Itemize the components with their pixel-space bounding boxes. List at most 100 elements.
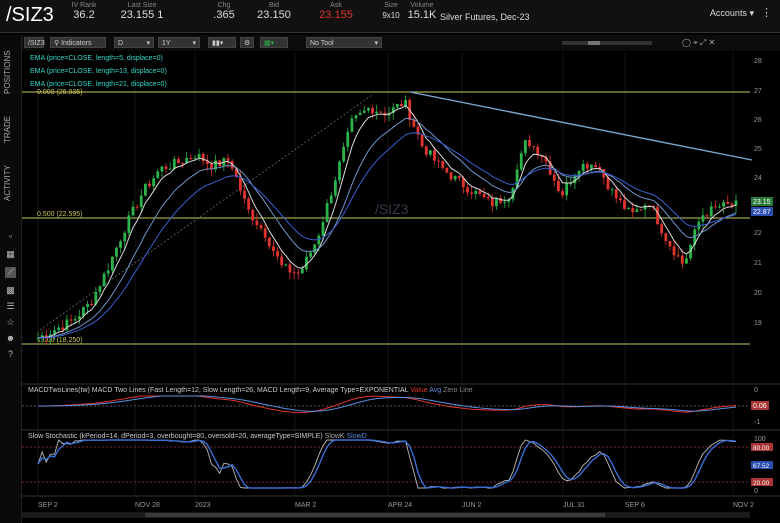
candle-body (251, 209, 255, 221)
candle-body (234, 168, 238, 177)
candle-body (36, 338, 40, 340)
future-name: Silver Futures, Dec-23 (440, 12, 530, 22)
period-select[interactable]: D ▾ (114, 37, 154, 48)
x-tick: JUL 31 (563, 502, 585, 509)
trend-line[interactable] (409, 91, 753, 161)
ema-line-21 (37, 132, 737, 339)
candle-body (115, 247, 118, 257)
candle-body (276, 251, 279, 257)
x-tick: SEP 6 (625, 502, 645, 509)
tool-select[interactable]: No Tool ▾ (306, 37, 382, 48)
candle-body (197, 154, 201, 158)
symbol-title[interactable]: /SIZ3 (6, 4, 54, 26)
price-tick: 20 (754, 290, 762, 297)
candle-body (478, 191, 482, 194)
price-tick: 19 (754, 320, 762, 327)
chart-icon[interactable]: ⟋ (5, 267, 16, 278)
accounts-menu[interactable]: Accounts ▾ (710, 8, 754, 19)
stat-label: Chg (217, 2, 231, 9)
candle-body (548, 161, 552, 175)
fib-label-50: 0.500 (22.595) (37, 211, 83, 218)
toolbar-symbol[interactable]: /SIZ3 (24, 37, 45, 48)
chart-type-select[interactable]: ▮▮▾ (208, 37, 236, 48)
help-icon[interactable]: ? (7, 349, 13, 359)
study-ema5[interactable]: EMA (price=CLOSE, length=5, displace=0) (30, 55, 163, 62)
price-tick: 27 (754, 88, 762, 95)
candle-body (412, 119, 416, 127)
square-icon[interactable]: ▫ (8, 231, 13, 241)
candle-body (523, 140, 527, 154)
macd-title: MACDTwoLines(tw) MACD Two Lines (Fast Le… (28, 387, 473, 394)
price-tick: 28 (754, 58, 762, 65)
candle-body (689, 244, 692, 259)
candle-body (557, 180, 560, 192)
candle-body (172, 159, 176, 169)
candle-body (561, 191, 564, 196)
interval-select[interactable]: 1Y ▾ (158, 37, 200, 48)
stat-value: 23.155 (319, 9, 353, 21)
price-tick: 26 (754, 117, 762, 124)
candle-body (416, 126, 420, 135)
time-scroll-thumb[interactable] (588, 41, 600, 45)
candle-body (156, 171, 160, 179)
apps-icon[interactable]: ▩ (6, 285, 15, 295)
accounts-label: Accounts (709, 8, 747, 18)
candle-body (135, 206, 139, 208)
candle-body (238, 176, 242, 191)
candle-body (53, 330, 56, 335)
candle-body (445, 167, 449, 173)
candle-body (581, 163, 585, 171)
candle-body (631, 207, 635, 212)
study-ema13[interactable]: EMA (price=CLOSE, length=13, displace=0) (30, 68, 167, 75)
candle-body (462, 178, 465, 188)
chevron-down-icon: ▾ (270, 40, 275, 47)
candle-body (391, 107, 395, 114)
x-tick: APR 24 (388, 502, 412, 509)
stat-label: IV Rank (71, 2, 97, 9)
candle-body (181, 163, 184, 165)
time-scroll[interactable] (562, 41, 652, 45)
candle-body (449, 172, 453, 180)
drawing-select[interactable]: ▦▾ (260, 37, 288, 48)
chart-controls[interactable]: ◯ ⌖ ⤢ ✕ (682, 38, 716, 47)
grid-icon[interactable]: ▦ (6, 249, 15, 259)
stat-size: Size 9x10 (378, 2, 404, 20)
candle-body (428, 150, 432, 155)
horizontal-scroll-thumb[interactable] (145, 513, 605, 517)
stat-value: 36.2 (73, 9, 95, 21)
ema-badge (751, 207, 773, 216)
stat-value: 15.1K (407, 9, 437, 21)
study-ema21[interactable]: EMA (price=CLOSE, length=21, displace=0) (30, 81, 167, 88)
price-tick: 24 (754, 175, 762, 182)
macd-badge (751, 401, 769, 410)
people-icon[interactable]: ☻ (5, 333, 16, 343)
indicators-button[interactable]: ⚲ Indicators (50, 37, 106, 48)
last-price-badge (751, 197, 773, 206)
candle-body (127, 215, 131, 233)
slowd-badge-text: 67.52 (753, 463, 770, 470)
legend-slowd: SlowD (346, 433, 367, 440)
candle-body (647, 205, 651, 207)
stat-volume: Volume 15.1K (406, 2, 438, 21)
settings-button[interactable]: ⚙ (240, 37, 254, 48)
last-price-text: 23.15 (753, 199, 771, 206)
candle-body (82, 306, 85, 317)
x-tick: JUN 2 (462, 502, 482, 509)
menu-icon[interactable]: ⋮ (761, 7, 772, 19)
star-icon[interactable]: ☆ (6, 317, 15, 327)
candle-body (106, 270, 110, 274)
fib-label-0: 0.000 (26.936) (37, 89, 83, 96)
candle-body (544, 157, 548, 162)
candle-body (77, 316, 81, 320)
chevron-down-icon: ▾ (146, 40, 150, 47)
candle-body (139, 195, 143, 208)
macd-axis-tick: 0 (754, 387, 758, 394)
candle-body (292, 272, 296, 274)
x-tick: NOV 2 (733, 502, 754, 509)
legend-slowk: SlowK (324, 433, 345, 440)
chevron-down-icon: ▾ (219, 40, 224, 47)
ema-badge-text: 22.87 (753, 209, 771, 216)
candle-body (610, 189, 614, 191)
list-icon[interactable]: ☰ (6, 301, 15, 311)
